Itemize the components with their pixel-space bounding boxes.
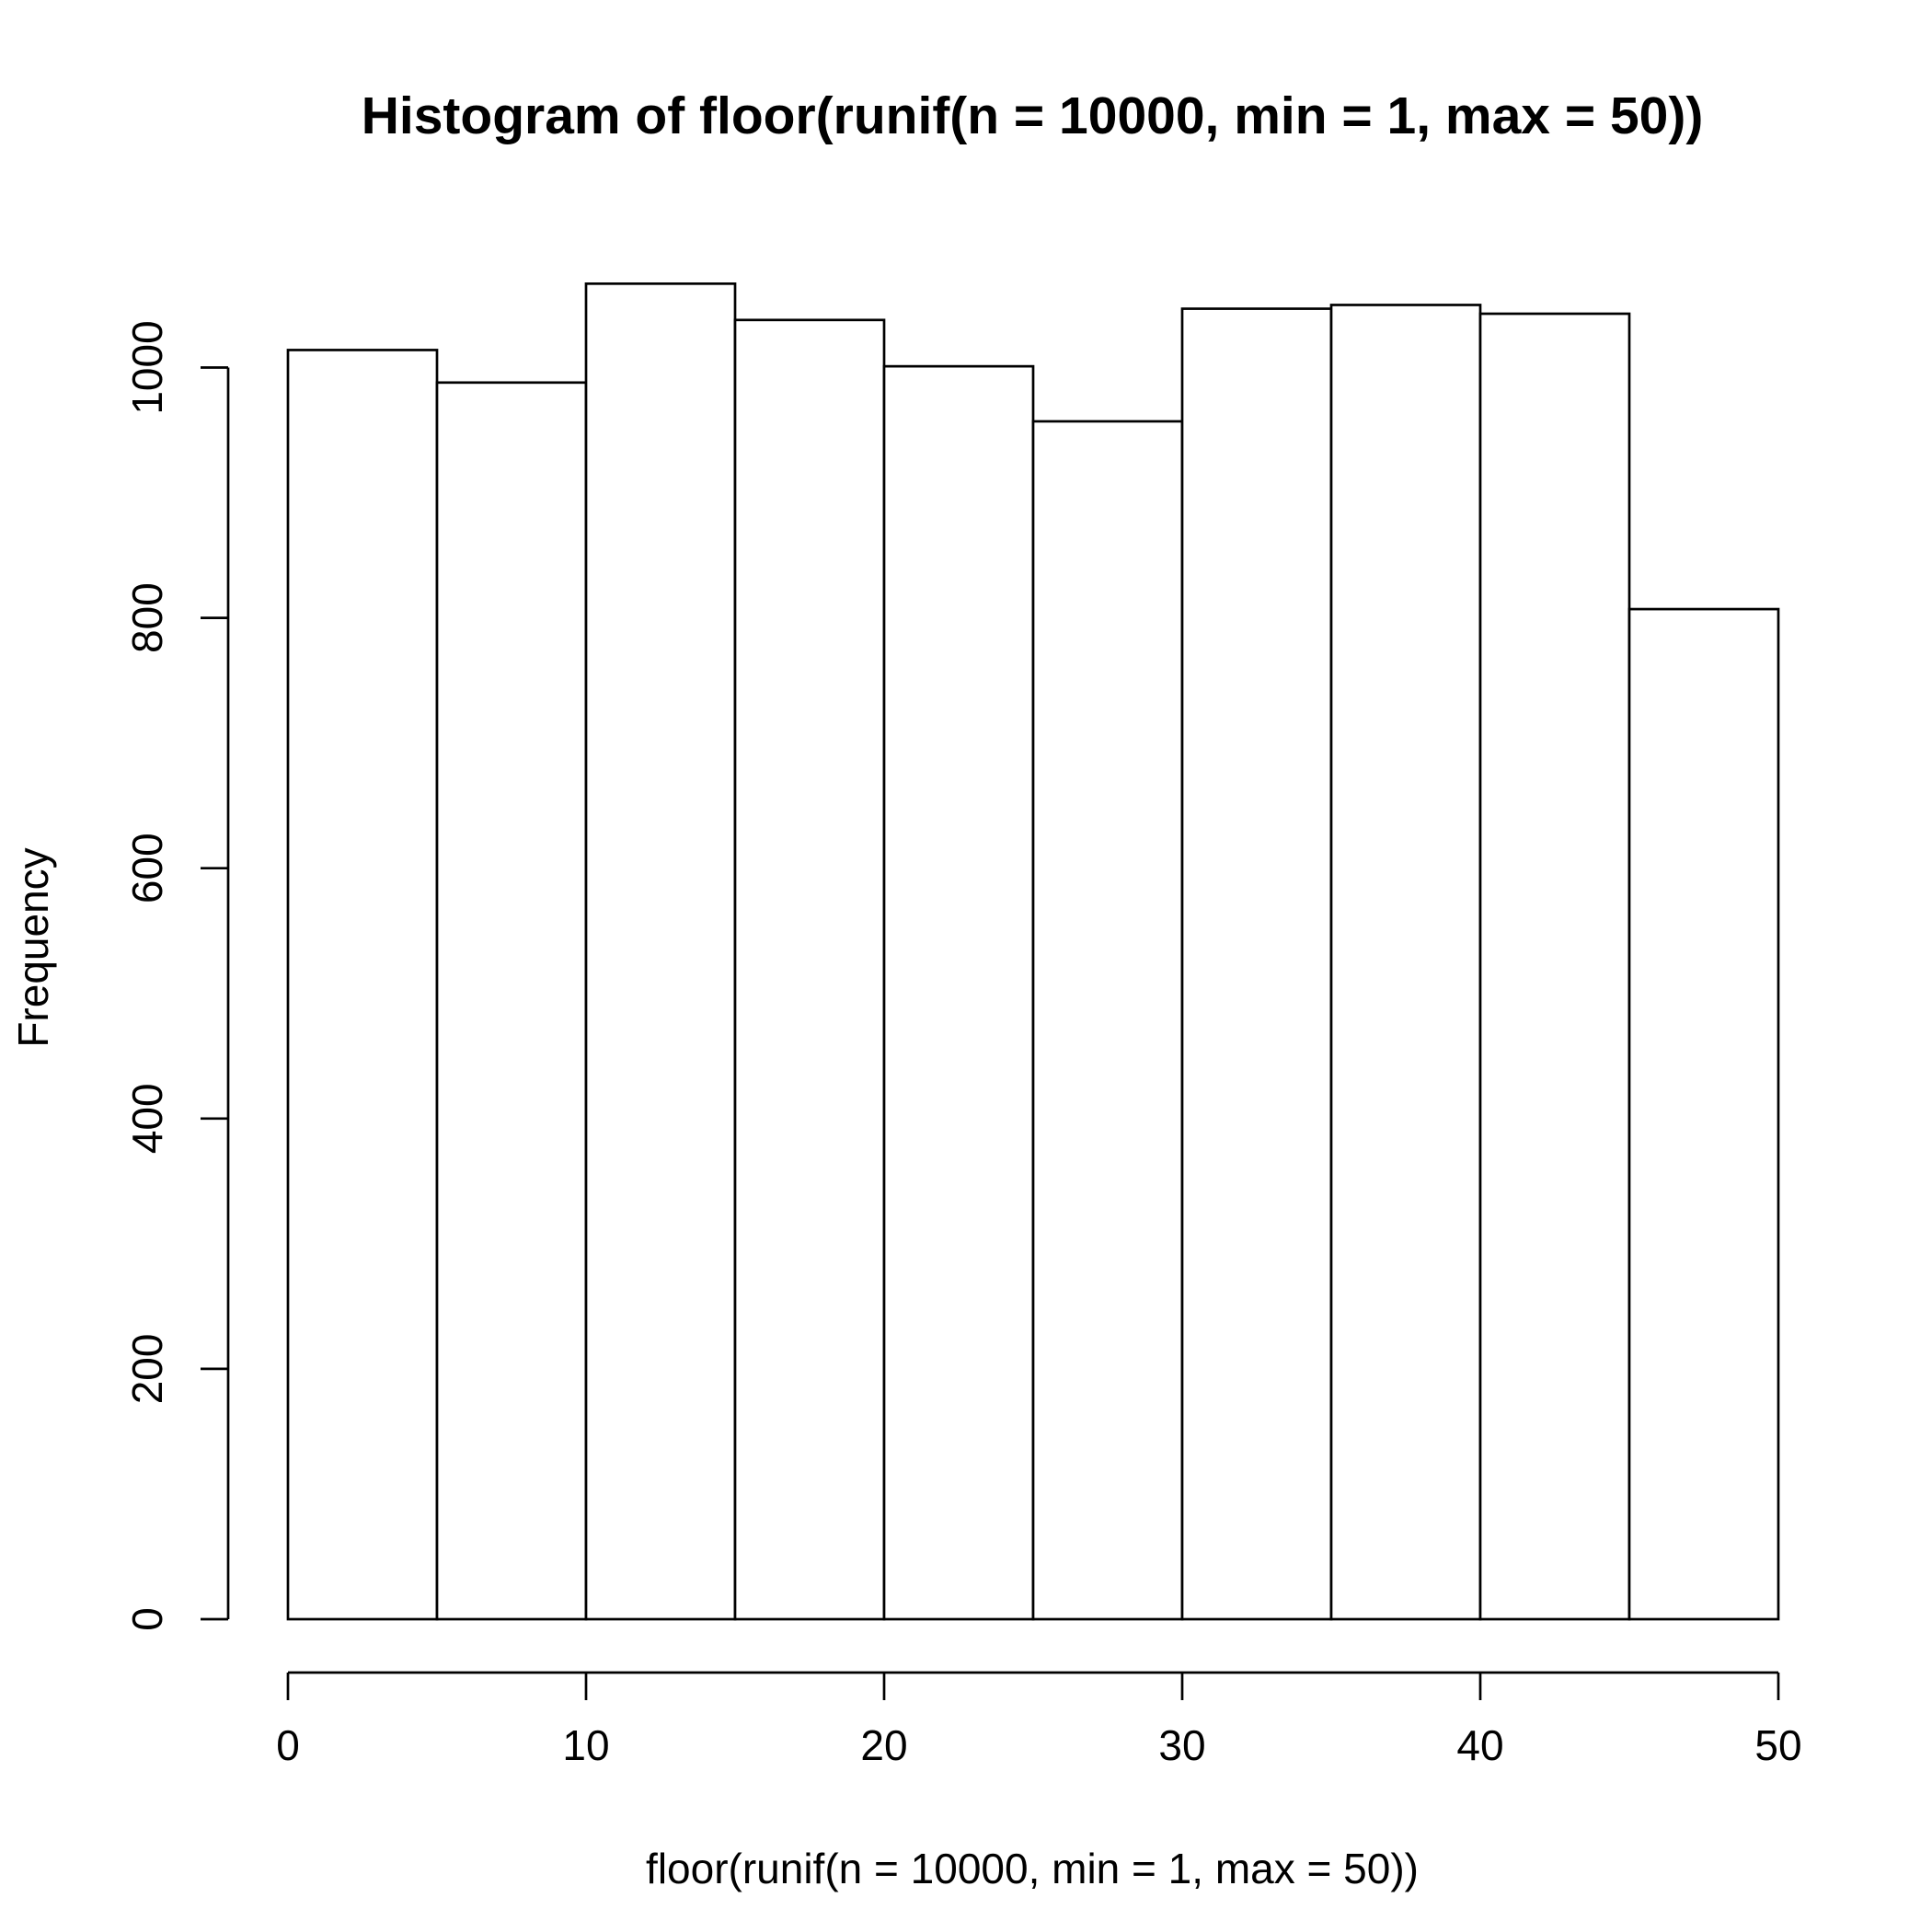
y-tick-label-4: 800 (123, 582, 171, 653)
histogram-bar-0 (286, 349, 439, 1621)
x-tick-label-1: 10 (562, 1721, 609, 1769)
histogram-bar-1 (435, 381, 588, 1621)
x-tick-label-2: 20 (860, 1721, 907, 1769)
histogram-bar-2 (584, 282, 737, 1621)
x-tick-label-3: 30 (1158, 1721, 1205, 1769)
x-axis: 0 10 20 30 40 50 (276, 1671, 1802, 1769)
histogram-bar-7 (1329, 304, 1482, 1621)
y-tick-label-1: 200 (123, 1334, 171, 1405)
histogram-bar-6 (1180, 307, 1333, 1621)
y-axis: 0 200 400 600 800 1000 (123, 320, 230, 1631)
histogram-bar-8 (1478, 312, 1631, 1621)
x-tick-label-4: 40 (1456, 1721, 1503, 1769)
x-tick-label-5: 50 (1754, 1721, 1801, 1769)
chart-title: Histogram of floor(runif(n = 10000, min … (362, 86, 1704, 145)
histogram-bar-9 (1627, 607, 1780, 1621)
y-tick-label-0: 0 (123, 1607, 171, 1631)
bars-group (286, 282, 1780, 1621)
y-axis-label: Frequency (9, 847, 57, 1047)
y-tick-label-2: 400 (123, 1083, 171, 1154)
histogram-bar-3 (733, 318, 886, 1621)
y-tick-label-5: 1000 (123, 320, 171, 414)
x-axis-label: floor(runif(n = 10000, min = 1, max = 50… (646, 1845, 1419, 1892)
x-tick-label-0: 0 (276, 1721, 300, 1769)
histogram-bar-4 (882, 364, 1035, 1621)
histogram-bar-5 (1031, 420, 1184, 1621)
y-tick-label-3: 600 (123, 833, 171, 903)
